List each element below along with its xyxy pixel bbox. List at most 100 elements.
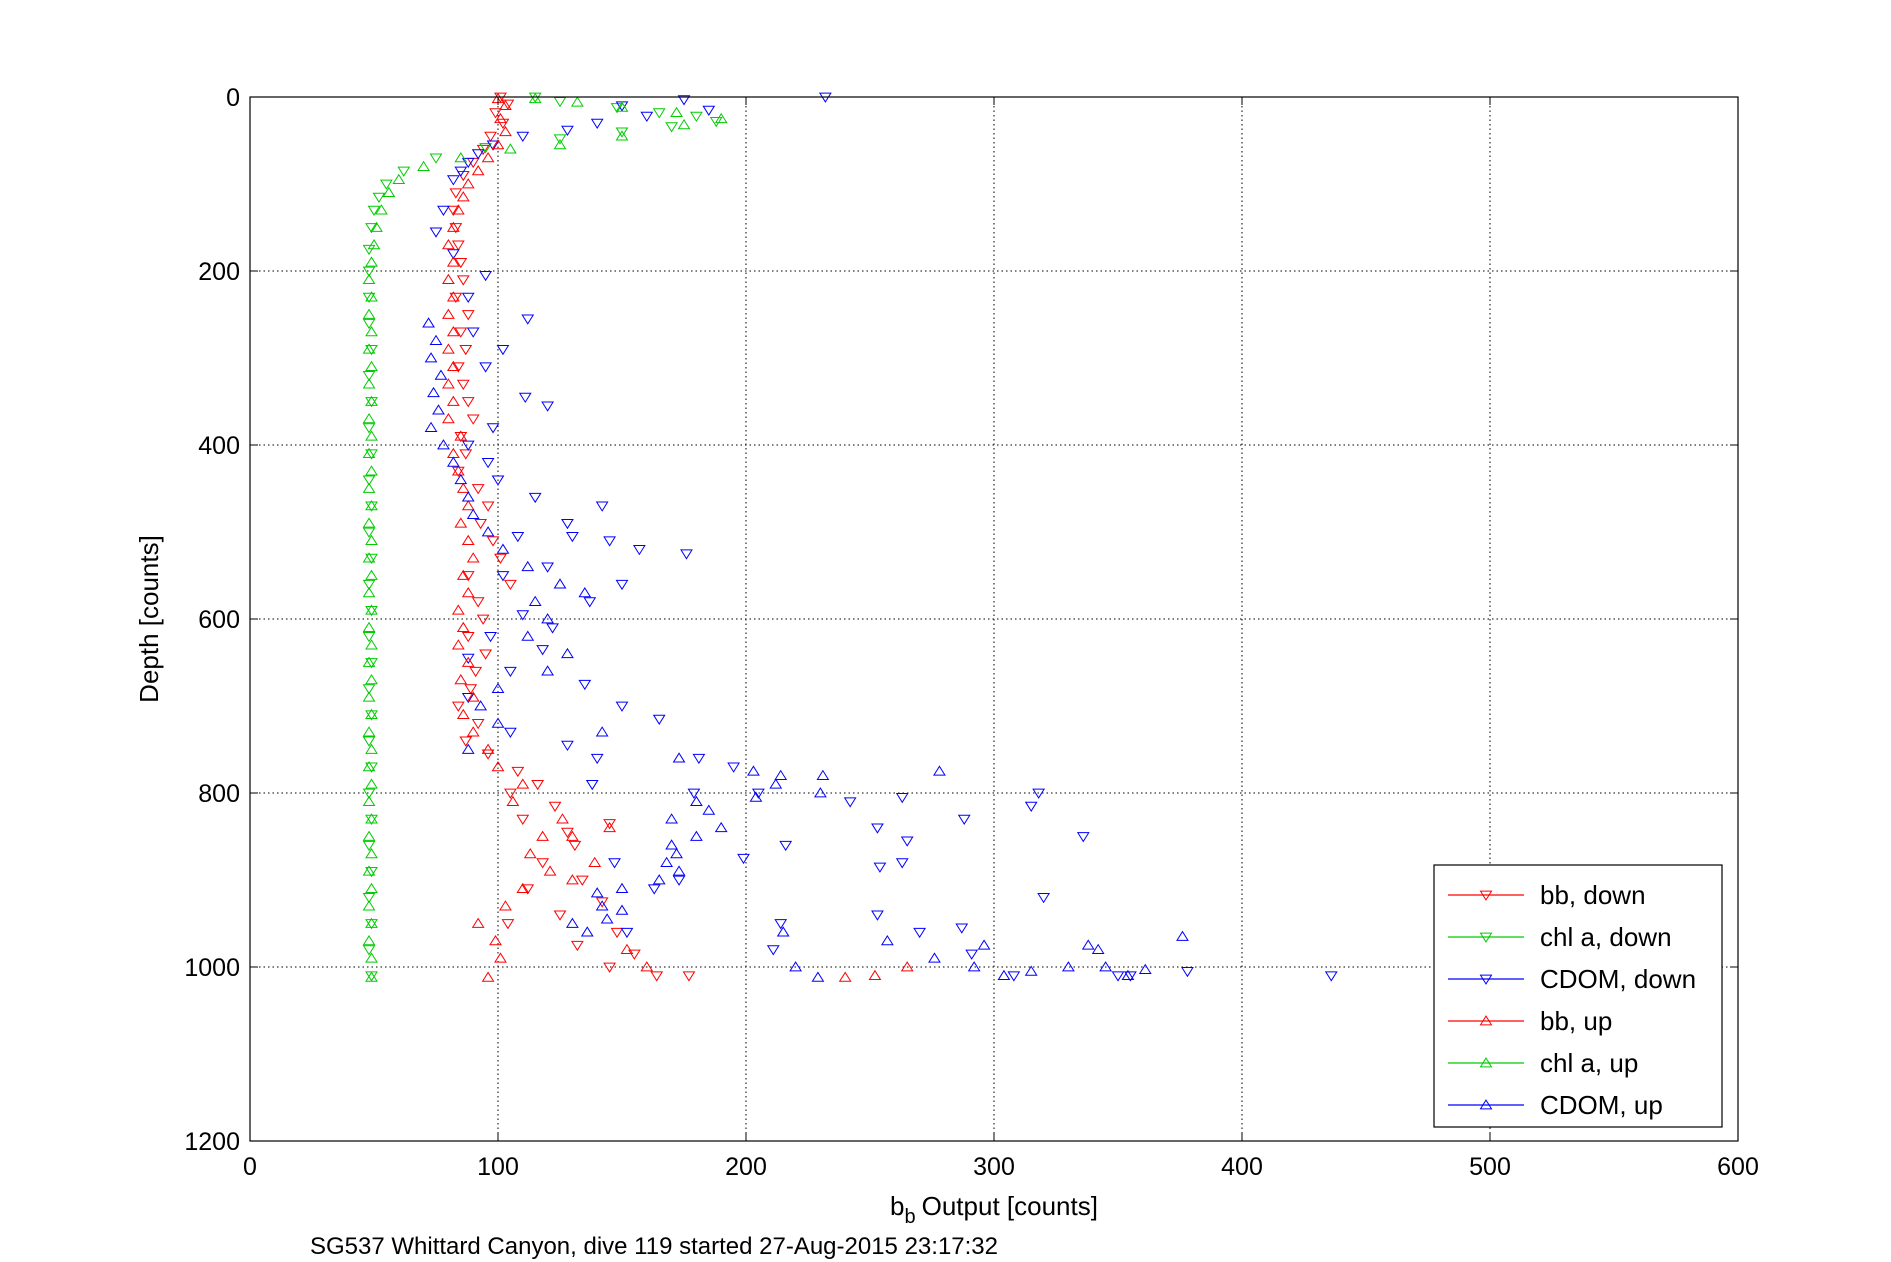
data-point xyxy=(816,769,830,780)
y-tick-label: 200 xyxy=(198,258,240,286)
data-point xyxy=(494,553,507,564)
data-point xyxy=(997,969,1011,981)
data-point xyxy=(565,874,579,885)
data-point xyxy=(461,500,475,511)
data-point xyxy=(583,597,597,608)
data-point xyxy=(548,801,562,812)
data-point xyxy=(461,310,475,321)
legend-label: CDOM, down xyxy=(1540,964,1696,994)
data-point xyxy=(682,971,696,982)
data-point xyxy=(446,291,460,302)
data-point xyxy=(553,578,567,589)
data-point xyxy=(441,413,455,424)
data-point xyxy=(367,239,381,250)
data-point xyxy=(811,971,825,982)
data-point xyxy=(365,778,378,789)
data-point xyxy=(709,117,723,128)
data-point xyxy=(481,458,495,469)
data-point xyxy=(437,205,450,216)
x-axis-label-text: Output [counts] xyxy=(922,1191,1098,1221)
data-point xyxy=(692,753,706,765)
data-point xyxy=(677,95,691,106)
data-point xyxy=(446,326,460,337)
data-point xyxy=(471,917,485,928)
data-point xyxy=(481,526,495,537)
data-point xyxy=(451,466,465,477)
data-point xyxy=(362,684,376,695)
data-point xyxy=(1032,788,1046,799)
data-point xyxy=(672,875,686,886)
data-point xyxy=(451,240,465,251)
data-point xyxy=(680,549,693,560)
data-point xyxy=(365,553,378,564)
data-point xyxy=(365,813,378,824)
data-point xyxy=(603,821,617,833)
data-point xyxy=(422,317,435,328)
legend-marker xyxy=(1479,974,1493,985)
data-point xyxy=(362,840,376,852)
data-point xyxy=(365,395,378,406)
data-point xyxy=(365,848,378,859)
data-point xyxy=(476,614,490,625)
data-point xyxy=(1138,963,1152,974)
data-point xyxy=(640,961,654,972)
data-point xyxy=(471,719,485,730)
data-point xyxy=(449,188,463,199)
data-point xyxy=(362,423,376,434)
legend: bb, down chl a, down CDOM, down bb, up chl a… xyxy=(1433,864,1723,1128)
data-point xyxy=(1061,961,1075,972)
legend-label: bb, down xyxy=(1540,880,1646,910)
data-point xyxy=(590,887,604,898)
data-point xyxy=(561,740,574,752)
x-axis-label: bb Output [counts] xyxy=(890,1191,1098,1228)
data-point xyxy=(702,804,716,815)
x-tick-label: 600 xyxy=(1717,1153,1759,1181)
data-point xyxy=(454,517,468,528)
data-point xyxy=(516,814,530,825)
data-point xyxy=(424,421,438,432)
data-point xyxy=(365,604,378,615)
data-point xyxy=(565,830,579,841)
data-point xyxy=(575,875,589,886)
data-point xyxy=(486,536,500,547)
data-point xyxy=(466,726,480,737)
data-point xyxy=(484,632,497,643)
data-point xyxy=(880,935,894,946)
data-point xyxy=(491,717,505,728)
data-point xyxy=(665,122,679,133)
data-point xyxy=(1181,967,1194,978)
data-point xyxy=(494,112,507,124)
data-point xyxy=(727,762,741,773)
data-point xyxy=(499,900,512,911)
data-point xyxy=(375,204,388,215)
data-point xyxy=(868,969,882,981)
data-point xyxy=(461,491,475,502)
data-point xyxy=(957,814,971,825)
legend-label: CDOM, up xyxy=(1540,1090,1663,1120)
legend-items: bb, down chl a, down CDOM, down bb, up chl a… xyxy=(1448,880,1696,1120)
data-point xyxy=(362,795,376,807)
data-point xyxy=(446,249,460,260)
x-tick-label: 200 xyxy=(725,1153,767,1181)
data-point xyxy=(670,848,683,859)
data-point xyxy=(561,827,574,839)
data-point xyxy=(1081,939,1095,950)
data-point xyxy=(895,858,909,869)
data-point xyxy=(362,413,376,424)
legend-label: bb, up xyxy=(1540,1006,1612,1036)
data-point xyxy=(456,621,470,633)
legend-marker xyxy=(1479,932,1493,943)
data-point xyxy=(503,579,517,591)
data-point xyxy=(365,501,378,512)
data-point xyxy=(362,343,376,354)
data-point xyxy=(491,761,505,772)
x-tick-label: 300 xyxy=(973,1153,1015,1181)
data-point xyxy=(456,708,470,720)
data-point xyxy=(454,152,468,163)
data-point xyxy=(362,244,376,256)
data-point xyxy=(546,623,559,634)
data-point xyxy=(446,221,460,232)
data-point xyxy=(446,175,460,186)
data-point xyxy=(456,191,470,202)
x-axis-tick-labels: 0 100 200 300 400 500 600 xyxy=(243,1153,1759,1181)
